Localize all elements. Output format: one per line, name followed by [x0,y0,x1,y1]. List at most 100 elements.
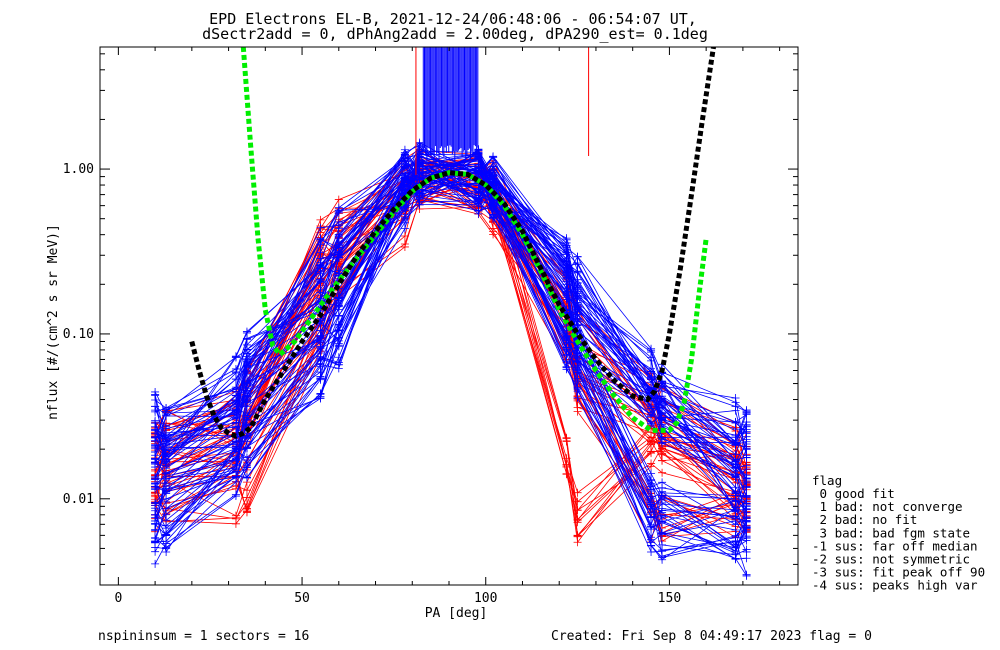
data-point-marker [658,468,667,477]
profile-line [154,165,747,565]
data-point-marker [400,170,409,179]
data-point-marker [316,353,325,362]
data-point-marker [742,514,751,523]
data-point-marker [242,499,251,508]
data-point-marker [242,508,251,517]
red-series-profile [151,162,751,519]
data-point-marker [334,321,343,330]
profile-line [154,161,747,510]
legend-item: 2 bad: no fit [812,512,917,527]
data-point-marker [573,292,582,301]
data-point-marker [400,151,409,160]
data-point-marker [573,488,582,497]
data-point-marker [647,476,656,485]
data-point-marker [316,336,325,345]
data-point-marker [573,532,582,541]
data-point-marker [731,398,740,407]
data-point-marker [658,415,667,424]
x-axis-label: PA [deg] [425,606,488,621]
profile-line [154,185,747,505]
profile-line [155,159,747,556]
blue-series-profile [151,142,751,447]
data-point-marker [658,500,667,509]
data-point-marker [731,425,740,434]
data-point-marker [242,363,251,372]
x-tick-label: 0 [114,591,122,606]
data-point-marker [742,524,751,533]
data-point-marker [162,455,171,464]
data-point-marker [742,435,751,444]
data-point-marker [742,554,751,563]
data-point-marker [647,522,656,531]
profile-line [154,146,747,444]
legend-item: 3 bad: bad fgm state [812,525,970,540]
data-point-marker [231,490,240,499]
data-point-marker [647,420,656,429]
data-point-marker [742,571,751,580]
data-point-marker [334,232,343,241]
data-point-marker [742,418,751,427]
data-point-marker [658,456,667,465]
y-tick-label: 1.00 [63,162,94,177]
data-point-marker [316,285,325,294]
data-point-marker [562,328,571,337]
data-point-marker [562,267,571,276]
data-point-marker [573,252,582,261]
data-point-marker [647,459,656,468]
data-point-marker [658,401,667,410]
data-point-marker [731,505,740,514]
data-point-marker [573,267,582,276]
data-point-marker [316,394,325,403]
legend-item: 1 bad: not converge [812,499,963,514]
data-point-marker [316,254,325,263]
data-point-marker [231,467,240,476]
data-point-marker [316,326,325,335]
data-point-marker [658,478,667,487]
data-point-marker [489,210,498,219]
data-point-marker [162,539,171,548]
data-point-marker [242,444,251,453]
data-point-marker [647,344,656,353]
data-point-marker [489,227,498,236]
data-point-marker [151,559,160,568]
profile-line [154,156,747,560]
footer-right: Created: Fri Sep 8 04:49:17 2023 flag = … [551,629,872,644]
data-point-marker [731,488,740,497]
footer-left: nspininsum = 1 sectors = 16 [98,629,309,644]
data-point-marker [400,231,409,240]
data-point-marker [658,433,667,442]
data-point-marker [151,387,160,396]
legend-item: -1 sus: far off median [812,538,978,553]
data-point-marker [151,534,160,543]
data-point-marker [562,277,571,286]
data-point-marker [562,469,571,478]
data-point-marker [231,447,240,456]
data-point-marker [151,407,160,416]
data-point-marker [647,383,656,392]
data-point-marker [242,328,251,337]
data-point-marker [742,505,751,514]
data-point-marker [400,160,409,169]
data-point-marker [231,364,240,373]
data-point-marker [573,352,582,361]
data-point-marker [658,528,667,537]
data-point-marker [151,454,160,463]
peak-spikes [415,47,590,176]
data-point-marker [231,402,240,411]
data-point-marker [151,395,160,404]
data-point-marker [742,491,751,500]
data-point-marker [151,417,160,426]
data-point-marker [242,473,251,482]
data-point-marker [647,402,656,411]
data-point-marker [231,477,240,486]
data-point-marker [562,249,571,258]
data-point-marker [647,541,656,550]
data-point-marker [731,520,740,529]
data-point-marker [415,189,424,198]
data-point-marker [415,138,424,147]
y-tick-label: 0.10 [63,327,94,342]
data-point-marker [316,261,325,270]
data-point-marker [415,197,424,206]
profile-line [154,177,747,477]
data-point-marker [400,178,409,187]
